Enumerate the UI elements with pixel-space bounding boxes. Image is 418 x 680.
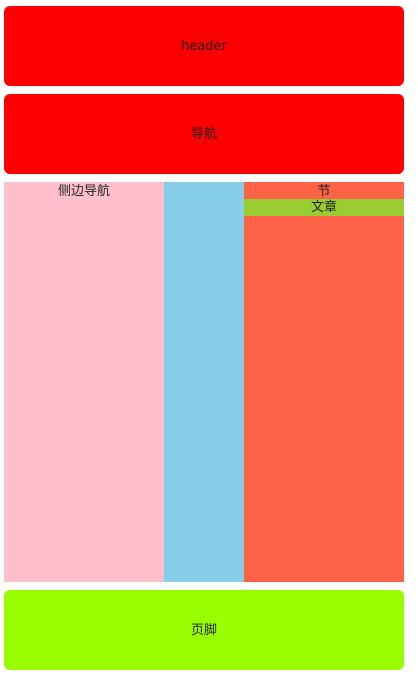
footer-block: 页脚 bbox=[4, 590, 404, 670]
header-block: header bbox=[4, 6, 404, 86]
middle-panel bbox=[164, 182, 244, 582]
header-label: header bbox=[181, 38, 227, 54]
content-area: 侧边导航 节 文章 bbox=[4, 182, 404, 582]
section-label: 节 bbox=[317, 184, 331, 199]
article-strip: 文章 bbox=[244, 199, 404, 216]
sidebar-navigation: 侧边导航 bbox=[4, 182, 164, 582]
article-label: 文章 bbox=[310, 200, 337, 215]
section-panel: 节 文章 bbox=[244, 182, 404, 582]
navigation-label: 导航 bbox=[190, 126, 217, 142]
navigation-block: 导航 bbox=[4, 94, 404, 174]
sidebar-navigation-label: 侧边导航 bbox=[57, 184, 110, 199]
footer-label: 页脚 bbox=[190, 622, 217, 638]
